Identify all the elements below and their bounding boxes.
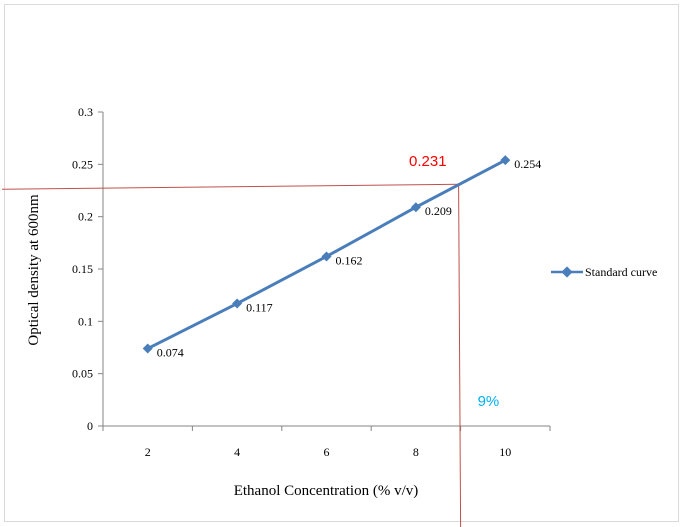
- y-tick-label: 0.05: [72, 367, 93, 381]
- horizontal-guide-line: [1, 183, 461, 190]
- annotation-od-value: 0.231: [409, 153, 447, 170]
- data-label: 0.254: [514, 157, 541, 171]
- legend-label: Standard curve: [585, 265, 657, 279]
- y-tick-label: 0.3: [78, 105, 93, 119]
- data-label: 0.162: [336, 253, 363, 267]
- y-tick-label: 0.25: [72, 157, 93, 171]
- data-point-marker: [321, 251, 332, 262]
- chart-frame: [4, 4, 679, 522]
- guide-lines: [1, 183, 462, 527]
- y-axis-label: Optical density at 600nm: [26, 194, 42, 346]
- vertical-guide-line: [458, 184, 462, 527]
- data-point-marker: [232, 298, 243, 309]
- data-label: 0.117: [246, 301, 273, 315]
- x-axis-ticks: 2 4 6 8 10: [102, 426, 551, 459]
- y-tick-label: 0.15: [72, 262, 93, 276]
- data-labels: 0.074 0.117 0.162 0.209 0.254: [157, 157, 542, 359]
- annotation-concentration: 9%: [478, 393, 500, 410]
- data-point-marker: [410, 202, 421, 213]
- data-label: 0.209: [425, 204, 452, 218]
- x-tick-label: 6: [324, 445, 330, 459]
- data-point-marker: [142, 343, 153, 354]
- x-tick-label: 8: [413, 445, 419, 459]
- x-axis-label: Ethanol Concentration (% v/v): [234, 483, 419, 499]
- x-tick-label: 4: [234, 445, 240, 459]
- y-axis-ticks: 0 0.05 0.1 0.15 0.2 0.25 0.3: [72, 105, 103, 433]
- data-label: 0.074: [157, 346, 184, 360]
- data-point-marker: [500, 155, 511, 166]
- legend: Standard curve: [551, 265, 657, 279]
- x-tick-label: 2: [145, 445, 151, 459]
- legend-marker: [561, 266, 573, 278]
- series-standard-curve: [142, 155, 511, 354]
- y-tick-label: 0.2: [78, 210, 93, 224]
- y-tick-label: 0.1: [78, 314, 93, 328]
- x-tick-label: 10: [499, 445, 511, 459]
- y-tick-label: 0: [87, 419, 93, 433]
